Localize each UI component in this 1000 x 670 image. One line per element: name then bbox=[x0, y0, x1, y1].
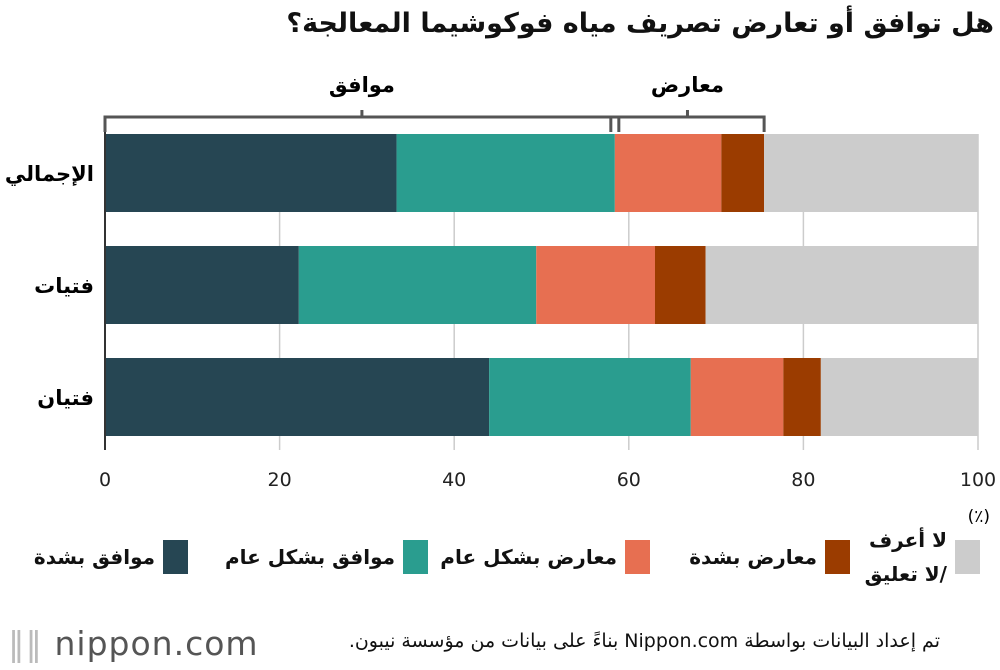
category-label: فتيان bbox=[37, 386, 94, 410]
legend-swatch bbox=[625, 540, 650, 574]
category-label: الإجمالي bbox=[5, 162, 94, 186]
unit-label: (٪) bbox=[968, 507, 990, 527]
bar-segment bbox=[105, 358, 490, 436]
legend-oppose-orange: معارض بشكل عام bbox=[440, 540, 650, 574]
bar-segment bbox=[721, 134, 765, 212]
chart-title: هل توافق أو تعارض تصريف مياه فوكوشيما ال… bbox=[286, 8, 994, 39]
bracket-label: موافق bbox=[329, 73, 395, 97]
source-note: تم إعداد البيانات بواسطة Nippon.com بناء… bbox=[348, 630, 940, 652]
category-label: فتيات bbox=[34, 274, 94, 298]
x-tick-label: 60 bbox=[617, 469, 641, 491]
bar-segment bbox=[105, 246, 299, 324]
legend-label: موافق بشدة bbox=[33, 545, 155, 569]
bracket-label: معارض bbox=[651, 73, 724, 97]
bar-segment bbox=[298, 246, 537, 324]
legend-dontknow: لا أعرف /لا تعليق bbox=[857, 528, 980, 586]
legend-swatch bbox=[825, 540, 850, 574]
legend-swatch bbox=[163, 540, 188, 574]
legend-agree-strong: موافق بشدة bbox=[34, 540, 188, 574]
bar-segment bbox=[536, 246, 655, 324]
x-tick-label: 40 bbox=[442, 469, 466, 491]
bracket bbox=[609, 110, 766, 132]
bar-segment bbox=[614, 134, 722, 212]
x-tick-label: 0 bbox=[99, 469, 111, 491]
bar-segment bbox=[690, 358, 784, 436]
bar-segment bbox=[396, 134, 615, 212]
bracket bbox=[103, 110, 621, 132]
bar-segment bbox=[654, 246, 706, 324]
bar-segment bbox=[705, 246, 978, 324]
legend-label: معارض بشدة bbox=[689, 545, 817, 569]
legend-oppose-brown: معارض بشدة bbox=[689, 540, 850, 574]
legend-agree-general: موافق بشكل عام bbox=[225, 540, 428, 574]
x-tick-label: 80 bbox=[791, 469, 815, 491]
legend-swatch bbox=[403, 540, 428, 574]
bar-segment bbox=[105, 134, 397, 212]
bar-segment bbox=[820, 358, 978, 436]
bar-segment bbox=[783, 358, 821, 436]
legend-label: معارض بشكل عام bbox=[440, 545, 617, 569]
bar-segment bbox=[489, 358, 691, 436]
x-tick-label: 100 bbox=[960, 469, 996, 491]
legend-label: لا أعرف /لا تعليق bbox=[864, 528, 947, 586]
nippon-logo: ‖‖ nippon.com bbox=[8, 624, 259, 663]
legend-swatch bbox=[955, 540, 980, 574]
x-tick-label: 20 bbox=[268, 469, 292, 491]
bar-segment bbox=[764, 134, 978, 212]
legend-label: موافق بشكل عام bbox=[225, 545, 395, 569]
